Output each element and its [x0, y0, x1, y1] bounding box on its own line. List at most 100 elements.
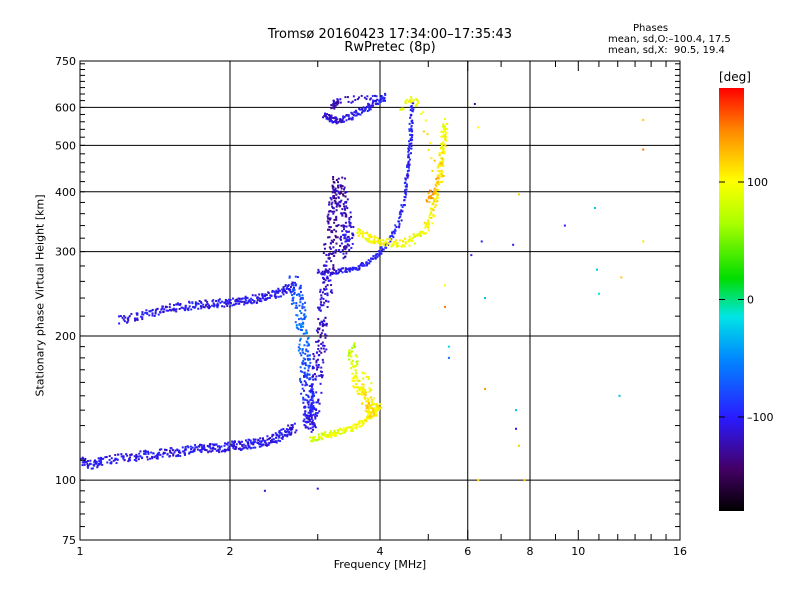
echo-point: [436, 176, 439, 179]
echo-point: [339, 268, 342, 271]
echo-point: [310, 440, 313, 443]
echo-point: [311, 395, 314, 398]
echo-point: [295, 323, 298, 326]
echo-point: [372, 255, 375, 258]
echo-point: [301, 363, 304, 366]
echo-point: [370, 399, 373, 402]
echo-point: [293, 422, 296, 425]
echo-point: [303, 344, 306, 347]
echo-point: [318, 350, 321, 353]
echo-point: [335, 217, 338, 220]
echo-point: [433, 199, 436, 202]
echo-point: [299, 301, 302, 304]
echo-point: [100, 461, 103, 464]
echo-point: [271, 438, 274, 441]
echo-point: [329, 430, 332, 433]
echo-point: [420, 112, 423, 115]
echo-point: [361, 424, 364, 427]
echo-point: [127, 460, 130, 463]
echo-point: [484, 387, 487, 390]
echo-point: [327, 220, 330, 223]
echo-point: [326, 228, 329, 231]
echo-point: [241, 444, 244, 447]
echo-point: [354, 364, 357, 367]
echo-point: [166, 452, 169, 455]
echo-point: [348, 352, 351, 355]
echo-point: [407, 150, 410, 153]
echo-point: [328, 432, 331, 435]
echo-point: [365, 404, 368, 407]
echo-point: [331, 190, 334, 193]
colorbar-label: [deg]: [719, 70, 751, 84]
echo-point: [371, 241, 374, 244]
echo-point: [321, 325, 324, 328]
echo-point: [375, 95, 378, 98]
echo-point: [290, 293, 293, 296]
echo-point: [235, 443, 238, 446]
echo-point: [443, 152, 446, 155]
echo-point: [299, 347, 302, 350]
echo-point: [330, 260, 333, 263]
echo-point: [305, 349, 308, 352]
echo-point: [358, 419, 361, 422]
x-tick-label: 10: [571, 545, 585, 558]
echo-point: [298, 287, 301, 290]
echo-point: [328, 246, 331, 249]
echo-point: [312, 374, 315, 377]
echo-point: [227, 302, 230, 305]
echo-point: [335, 271, 338, 274]
echo-point: [147, 451, 150, 454]
echo-point: [186, 445, 189, 448]
echo-point: [345, 114, 348, 117]
echo-point: [305, 375, 308, 378]
echo-point: [232, 446, 235, 449]
echo-point: [312, 357, 315, 360]
echo-point: [301, 348, 304, 351]
echo-point: [356, 360, 359, 363]
y-axis-label: Stationary phase Virtual Height [km]: [33, 194, 47, 397]
echo-point: [146, 458, 149, 461]
echo-point: [620, 276, 623, 279]
echo-point: [411, 239, 414, 242]
echo-point: [289, 433, 292, 436]
x-tick-label: 4: [377, 545, 384, 558]
echo-point: [342, 115, 345, 118]
echo-point: [221, 305, 224, 308]
echo-point: [130, 312, 133, 315]
echo-point: [413, 242, 416, 245]
echo-point: [642, 118, 645, 121]
echo-point: [339, 118, 342, 121]
echo-point: [350, 362, 353, 365]
echo-point: [307, 359, 310, 362]
echo-point: [367, 235, 370, 238]
echo-point: [410, 147, 413, 150]
echo-point: [439, 173, 442, 176]
echo-point: [319, 382, 322, 385]
echo-point: [323, 272, 326, 275]
echo-point: [437, 183, 440, 186]
echo-point: [389, 235, 392, 238]
echo-point: [379, 96, 382, 99]
echo-point: [346, 239, 349, 242]
echo-point: [294, 431, 297, 434]
echo-point: [351, 237, 354, 240]
echo-point: [361, 264, 364, 267]
echo-point: [226, 443, 229, 446]
echo-point: [240, 448, 243, 451]
echo-point: [363, 396, 366, 399]
echo-point: [332, 264, 335, 267]
echo-point: [335, 179, 338, 182]
echo-point: [264, 297, 267, 300]
echo-point: [427, 229, 430, 232]
echo-point: [309, 407, 312, 410]
echo-point: [319, 288, 322, 291]
echo-point: [337, 428, 340, 431]
echo-point: [313, 408, 316, 411]
echo-point: [433, 159, 436, 162]
echo-point: [354, 354, 357, 357]
echo-point: [361, 393, 364, 396]
echo-point: [288, 275, 291, 278]
echo-point: [284, 289, 287, 292]
echo-point: [408, 238, 411, 241]
echo-point: [424, 226, 427, 229]
